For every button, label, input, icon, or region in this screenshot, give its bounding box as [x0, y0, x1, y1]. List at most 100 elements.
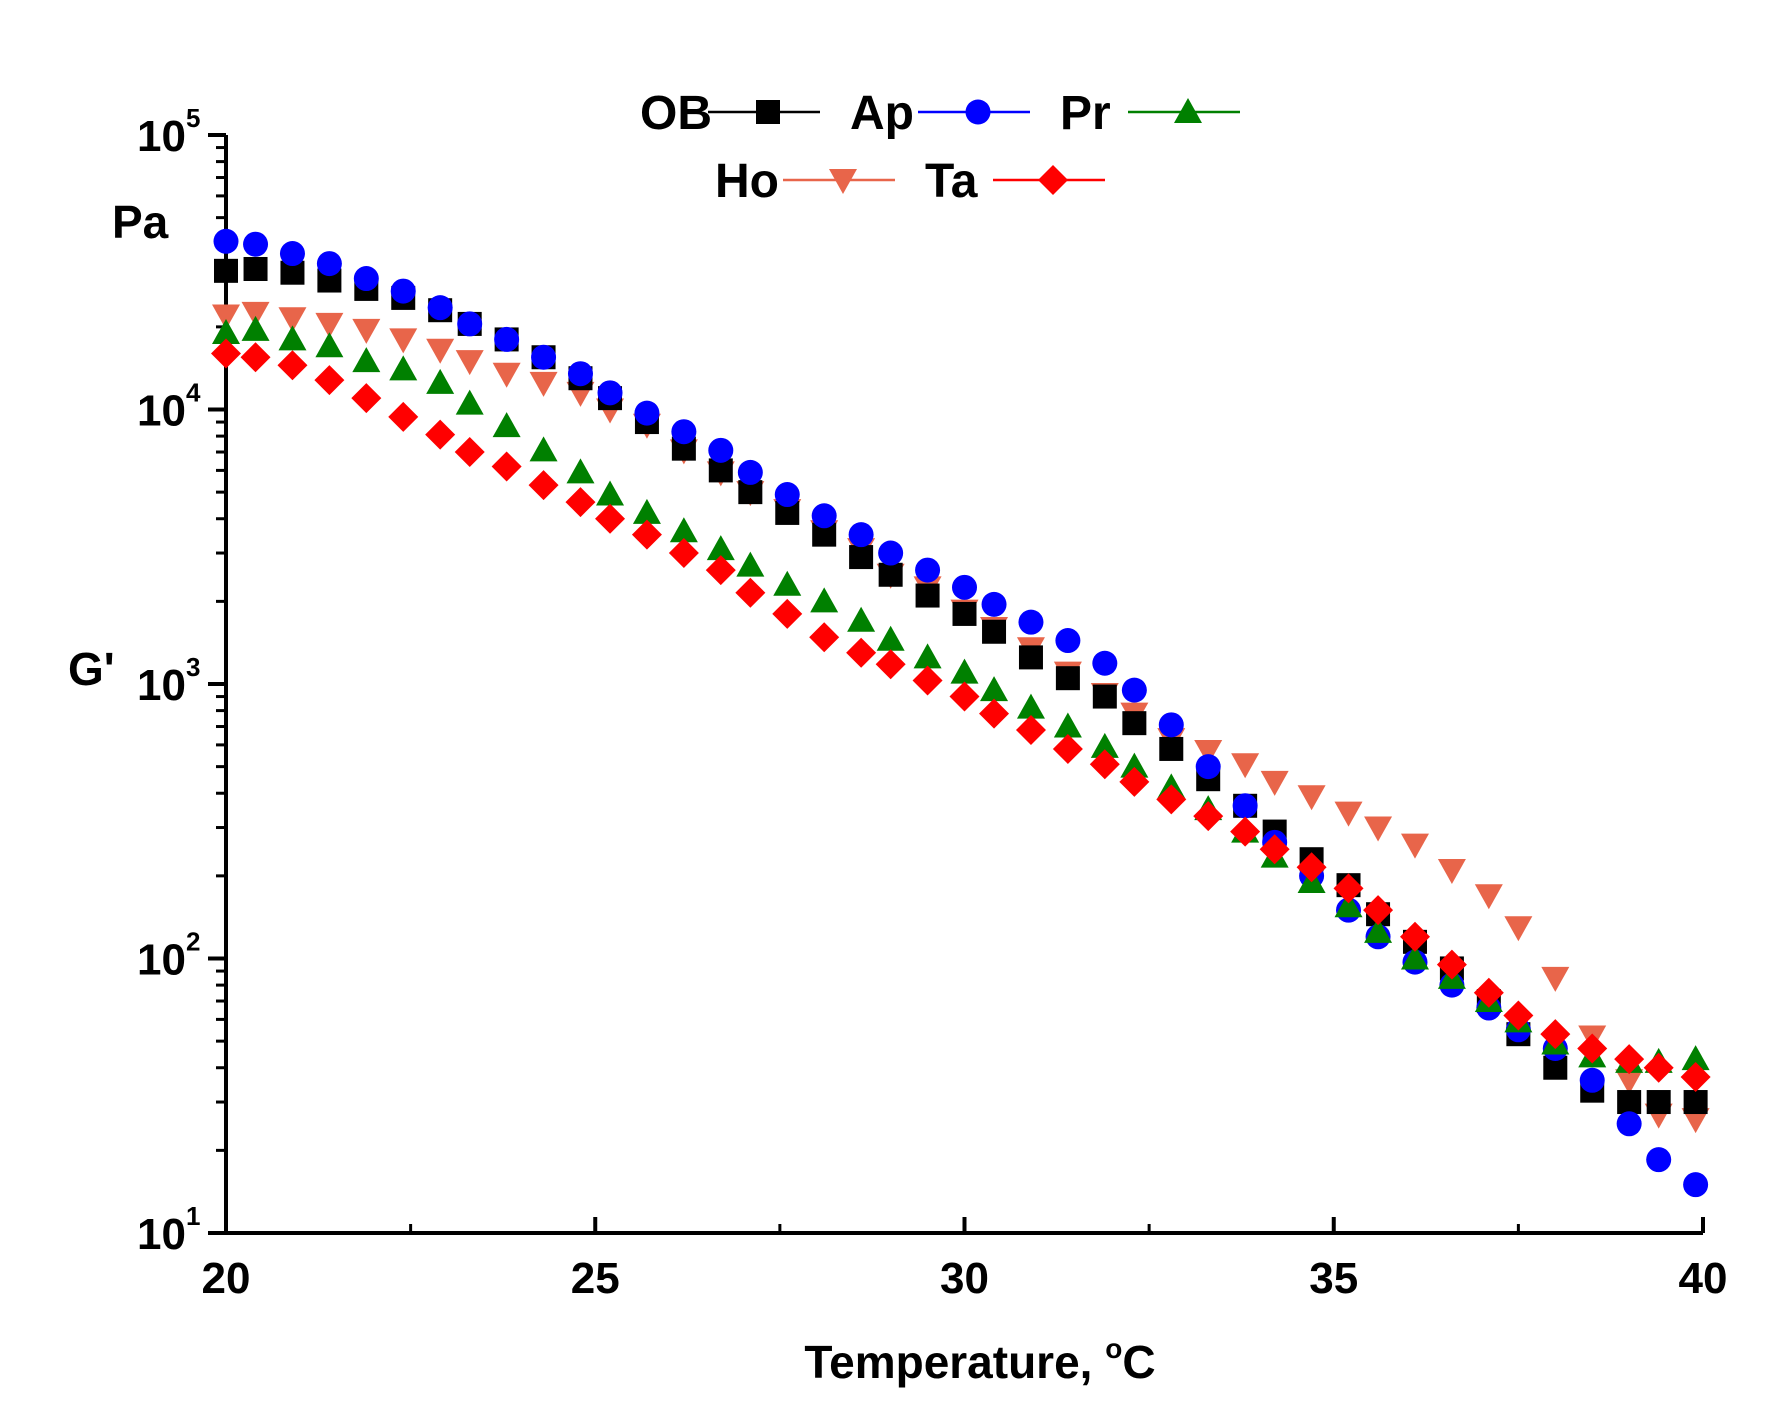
data-point-ap: [531, 344, 557, 370]
data-point-pr: [212, 318, 240, 344]
data-point-ob: [915, 583, 940, 608]
data-point-ta: [595, 503, 626, 534]
y-tick-label: 10 2: [137, 927, 200, 985]
data-point-ap: [878, 540, 904, 566]
data-point-ob: [952, 601, 977, 626]
legend-label: Pr: [1060, 87, 1111, 140]
data-point-ap: [1195, 754, 1221, 780]
data-point-ho: [212, 304, 240, 330]
data-point-ta: [211, 338, 241, 369]
legend-marker: [1038, 165, 1068, 195]
data-point-ta: [351, 383, 382, 414]
data-point-ap: [915, 557, 941, 583]
data-point-ap: [671, 419, 697, 445]
data-point-ta: [1473, 977, 1504, 1008]
data-point-ap: [981, 591, 1007, 617]
data-point-ta: [1577, 1033, 1608, 1064]
data-point-ho: [1231, 753, 1260, 779]
data-point-ap: [279, 241, 305, 267]
data-point-ob: [1055, 666, 1080, 691]
y-tick-label-base: 10: [137, 112, 186, 161]
x-axis-title-degree: o: [1105, 1333, 1122, 1364]
data-point-ho: [1297, 785, 1326, 811]
data-point-ta: [705, 555, 736, 586]
data-point-ap: [1158, 712, 1184, 738]
legend-entry-ho: Ho: [715, 155, 895, 208]
y-tick-label-base: 10: [137, 661, 186, 710]
data-point-pr: [706, 535, 735, 561]
data-point-ap: [774, 482, 800, 508]
legend-marker: [756, 100, 780, 124]
y-tick-label-base: 10: [137, 1210, 186, 1259]
data-point-pr: [632, 498, 661, 524]
data-point-ap: [316, 251, 342, 277]
data-point-ta: [1296, 852, 1327, 883]
y-tick-label-exponent: 4: [186, 378, 201, 408]
legend-label: OB: [640, 87, 712, 140]
data-point-ap: [353, 266, 379, 292]
data-point-ap: [1646, 1147, 1672, 1173]
data-point-ta: [1230, 816, 1261, 847]
data-point-ap: [708, 437, 734, 463]
data-point-pr: [278, 325, 307, 351]
data-point-ta: [1333, 873, 1364, 904]
x-axis-title-unit: C: [1122, 1336, 1155, 1388]
data-point-pr: [596, 480, 625, 506]
data-point-ta: [949, 681, 980, 712]
data-point-ob: [1122, 711, 1147, 736]
x-tick-label: 25: [571, 1254, 620, 1303]
data-point-ta: [979, 698, 1010, 729]
data-point-pr: [1364, 917, 1393, 943]
data-point-ap: [457, 311, 483, 337]
data-point-ho: [1681, 1108, 1710, 1134]
legend-entry-ap: Ap: [850, 87, 1030, 140]
data-point-ap: [213, 228, 239, 254]
data-point-ho: [1504, 916, 1533, 942]
data-point-ta: [1614, 1044, 1645, 1075]
data-point-ho: [315, 312, 344, 338]
data-point-ta: [1540, 1019, 1571, 1050]
y-tick-label-exponent: 2: [186, 927, 200, 957]
data-point-ap: [952, 574, 977, 600]
data-point-ob: [849, 545, 874, 570]
data-point-ap: [243, 231, 269, 257]
data-point-pr: [810, 587, 839, 613]
data-point-ta: [1436, 949, 1467, 980]
data-point-pr: [773, 570, 802, 596]
data-point-ap: [848, 522, 874, 548]
data-point-ta: [1259, 834, 1290, 865]
data-point-ob: [982, 619, 1007, 644]
data-point-ap: [494, 326, 520, 352]
x-tick-label: 35: [1309, 1254, 1358, 1303]
legend-entry-ob: OB: [640, 87, 820, 140]
data-point-ap: [737, 459, 763, 485]
data-point-ta: [454, 437, 485, 468]
data-point-ta: [875, 649, 906, 680]
data-point-ap: [1579, 1067, 1605, 1093]
x-tick-label: 40: [1679, 1254, 1728, 1303]
data-point-pr: [315, 332, 344, 358]
legend-label: Ho: [715, 155, 779, 208]
data-point-ta: [277, 350, 308, 381]
data-point-pr: [352, 347, 381, 373]
data-point-ho: [426, 338, 455, 364]
data-point-ho: [389, 328, 418, 354]
y-tick-label-base: 10: [137, 936, 186, 985]
data-point-ta: [772, 598, 803, 629]
data-point-ho: [1364, 816, 1393, 842]
data-point-ap: [1616, 1111, 1642, 1137]
data-point-ap: [567, 361, 593, 387]
x-tick-label: 30: [940, 1254, 989, 1303]
data-point-ta: [735, 577, 766, 608]
data-point-ho: [1260, 770, 1289, 796]
data-point-pr: [241, 315, 270, 341]
data-point-ho: [1474, 884, 1503, 910]
data-point-ap: [1055, 628, 1081, 654]
data-point-ho: [455, 350, 484, 376]
data-point-ho: [352, 318, 381, 344]
series-ta: [211, 338, 1711, 1093]
data-point-ob: [1018, 645, 1043, 670]
y-tick-label: 10 4: [137, 378, 201, 436]
